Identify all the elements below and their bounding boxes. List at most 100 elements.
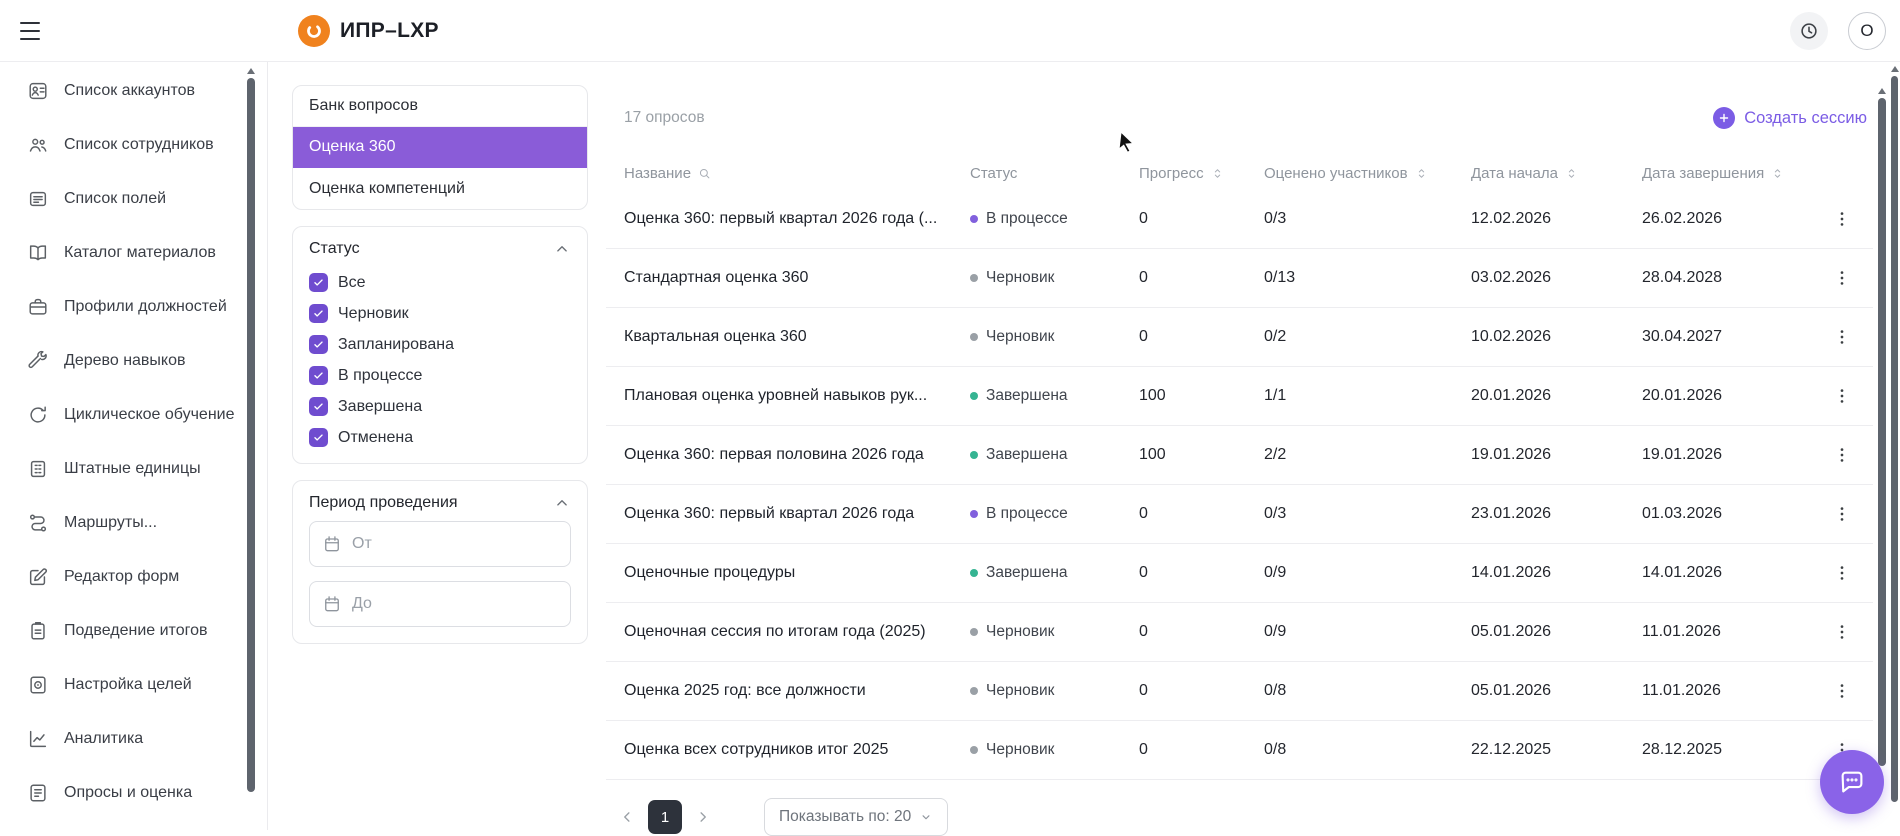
- job-profiles-icon: [26, 295, 50, 319]
- end-date: 01.03.2026: [1642, 505, 1723, 522]
- checkbox-all[interactable]: [309, 273, 328, 292]
- status-badge: В процессе: [970, 210, 1139, 228]
- sidebar-scrollbar[interactable]: [247, 68, 255, 792]
- sort-icon[interactable]: [1564, 166, 1579, 181]
- page-scrollbar[interactable]: [1891, 66, 1899, 802]
- row-menu-button[interactable]: [1827, 204, 1857, 234]
- column-header[interactable]: Оценено участников: [1264, 165, 1471, 182]
- column-header[interactable]: Дата начала: [1471, 165, 1642, 182]
- status-option-cancelled[interactable]: Отменена: [309, 428, 571, 447]
- session-name: Оценочная сессия по итогам года (2025): [624, 623, 926, 640]
- date-from-input[interactable]: От: [309, 521, 571, 567]
- sidebar-item-staff[interactable]: Штатные единицы: [0, 442, 267, 496]
- sidebar-item-accounts[interactable]: Список аккаунтов: [0, 64, 267, 118]
- period-filter-header[interactable]: Период проведения: [293, 481, 587, 521]
- table-row[interactable]: Оценочная сессия по итогам года (2025) Че…: [606, 603, 1873, 662]
- sidebar-scrollbar-thumb[interactable]: [247, 78, 255, 792]
- date-to-input[interactable]: До: [309, 581, 571, 627]
- create-session-button[interactable]: Создать сессию: [1713, 107, 1873, 129]
- table-row[interactable]: Оценочные процедуры Завершена 0 0/9 14.01.20…: [606, 544, 1873, 603]
- status-filter-header[interactable]: Статус: [293, 227, 587, 267]
- user-avatar[interactable]: O: [1848, 12, 1886, 50]
- session-name: Оценка всех сотрудников итог 2025: [624, 741, 889, 758]
- history-button[interactable]: [1790, 12, 1828, 50]
- sidebar-item-forms[interactable]: Редактор форм: [0, 550, 267, 604]
- status-option-all[interactable]: Все: [309, 273, 571, 292]
- session-name: Оценка 360: первая половина 2026 года: [624, 446, 924, 463]
- table-row[interactable]: Оценка 2025 год: все должности Черновик 0 0…: [606, 662, 1873, 721]
- status-option-in-progress[interactable]: В процессе: [309, 366, 571, 385]
- tab-question-bank[interactable]: Банк вопросов: [293, 86, 587, 127]
- column-header[interactable]: Статус: [970, 165, 1139, 182]
- row-menu-button[interactable]: [1827, 617, 1857, 647]
- next-page-button[interactable]: [688, 800, 718, 834]
- status-filter-title: Статус: [309, 240, 360, 257]
- table-row[interactable]: Квартальная оценка 360 Черновик 0 0/2 10.02.…: [606, 308, 1873, 367]
- start-date: 20.01.2026: [1471, 387, 1552, 404]
- menu-button[interactable]: [20, 20, 46, 42]
- row-menu-button[interactable]: [1827, 676, 1857, 706]
- row-menu-button[interactable]: [1827, 263, 1857, 293]
- search-icon[interactable]: [697, 166, 712, 181]
- end-date: 28.04.2028: [1642, 269, 1723, 286]
- sidebar-item-cyclic[interactable]: Циклическое обучение: [0, 388, 267, 442]
- checkbox-cancelled[interactable]: [309, 428, 328, 447]
- status-label: Завершена: [986, 446, 1068, 463]
- page-scrollbar-thumb[interactable]: [1891, 76, 1898, 802]
- chat-fab-button[interactable]: [1820, 750, 1884, 814]
- sidebar-item-analytics[interactable]: Аналитика: [0, 712, 267, 766]
- scroll-up-arrow-icon[interactable]: [1878, 88, 1886, 94]
- sidebar-item-profiles[interactable]: Профили должностей: [0, 280, 267, 334]
- tab-competency-assessment[interactable]: Оценка компетенций: [309, 179, 465, 197]
- date-to-placeholder: До: [352, 595, 372, 612]
- column-header[interactable]: Прогресс: [1139, 165, 1264, 182]
- status-option-completed[interactable]: Завершена: [309, 397, 571, 416]
- row-menu-button[interactable]: [1827, 381, 1857, 411]
- column-header[interactable]: Дата завершения: [1642, 165, 1827, 182]
- scroll-up-arrow-icon[interactable]: [1891, 66, 1899, 72]
- status-option-label: В процессе: [338, 366, 423, 384]
- sidebar-item-skills[interactable]: Дерево навыков: [0, 334, 267, 388]
- checkbox-planned[interactable]: [309, 335, 328, 354]
- sort-icon[interactable]: [1414, 166, 1429, 181]
- header-actions: O: [1790, 0, 1886, 62]
- end-date: 28.12.2025: [1642, 741, 1723, 758]
- column-header[interactable]: Название: [624, 165, 970, 182]
- status-option-planned[interactable]: Запланирована: [309, 335, 571, 354]
- sidebar-item-employees[interactable]: Список сотрудников: [0, 118, 267, 172]
- table-row[interactable]: Оценка 360: первый квартал 2026 года В пр…: [606, 485, 1873, 544]
- sidebar-item-results[interactable]: Подведение итогов: [0, 604, 267, 658]
- sidebar-item-fields[interactable]: Список полей: [0, 172, 267, 226]
- table-scrollbar[interactable]: [1878, 88, 1886, 766]
- row-menu-button[interactable]: [1827, 499, 1857, 529]
- tab-assessment-360[interactable]: Оценка 360: [293, 127, 587, 168]
- sidebar-item-routes[interactable]: Маршруты...: [0, 496, 267, 550]
- sidebar-item-surveys[interactable]: Опросы и оценка: [0, 766, 267, 820]
- start-date: 23.01.2026: [1471, 505, 1552, 522]
- row-menu-button[interactable]: [1827, 440, 1857, 470]
- sort-icon[interactable]: [1770, 166, 1785, 181]
- checkbox-draft[interactable]: [309, 304, 328, 323]
- sidebar-item-goals[interactable]: Настройка целей: [0, 658, 267, 712]
- per-page-select[interactable]: Показывать по: 20: [764, 798, 949, 836]
- sort-icon[interactable]: [1210, 166, 1225, 181]
- sidebar-item-materials[interactable]: Каталог материалов: [0, 226, 267, 280]
- table-row[interactable]: Оценка всех сотрудников итог 2025 Чернови…: [606, 721, 1873, 780]
- analytics-icon: [26, 727, 50, 751]
- row-menu-button[interactable]: [1827, 322, 1857, 352]
- checkbox-completed[interactable]: [309, 397, 328, 416]
- sidebar-nav: Список аккаунтов Список сотрудников Список…: [0, 62, 267, 820]
- table-row[interactable]: Плановая оценка уровней навыков рук... За…: [606, 367, 1873, 426]
- column-header-label: Дата начала: [1471, 164, 1558, 182]
- table-row[interactable]: Оценка 360: первая половина 2026 года Зав…: [606, 426, 1873, 485]
- app-header: ИПР–LXP O: [0, 0, 1900, 62]
- table-scrollbar-thumb[interactable]: [1878, 98, 1886, 766]
- status-option-draft[interactable]: Черновик: [309, 304, 571, 323]
- prev-page-button[interactable]: [612, 800, 642, 834]
- page-1-button[interactable]: 1: [648, 800, 682, 834]
- row-menu-button[interactable]: [1827, 558, 1857, 588]
- table-row[interactable]: Стандартная оценка 360 Черновик 0 0/13 03.02…: [606, 249, 1873, 308]
- scroll-up-arrow-icon[interactable]: [247, 68, 255, 74]
- table-row[interactable]: Оценка 360: первый квартал 2026 года (..…: [606, 190, 1873, 249]
- checkbox-in-progress[interactable]: [309, 366, 328, 385]
